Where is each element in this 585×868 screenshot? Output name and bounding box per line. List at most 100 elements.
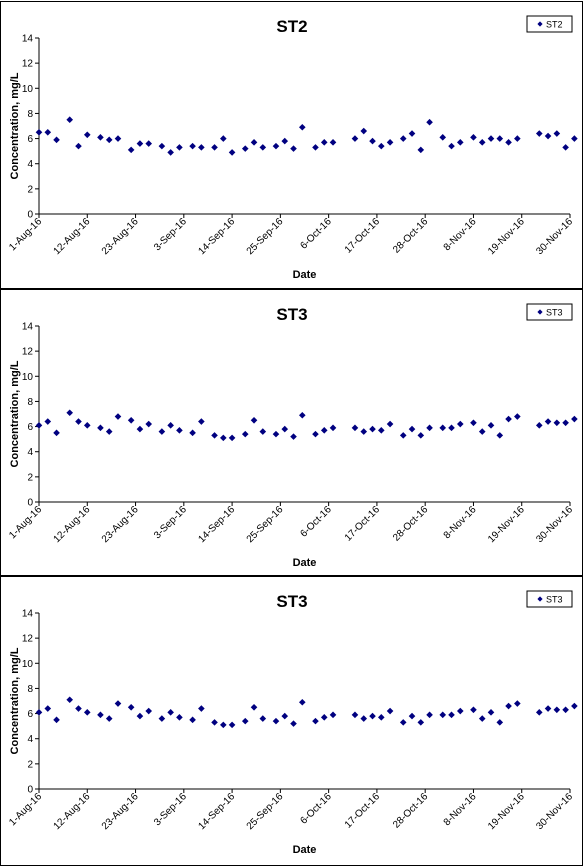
x-tick-label: 23-Aug-16 xyxy=(100,216,141,257)
legend-box xyxy=(526,15,573,33)
data-point xyxy=(487,135,495,142)
data-point xyxy=(487,709,495,716)
data-point xyxy=(351,711,359,719)
x-tick-label: 8-Nov-16 xyxy=(442,216,479,253)
y-tick-label: 0 xyxy=(27,210,33,221)
y-tick-label: 4 xyxy=(27,447,33,458)
y-tick-label: 12 xyxy=(22,347,34,358)
x-tick-label: 25-Sep-16 xyxy=(245,791,286,832)
y-tick-label: 8 xyxy=(27,684,33,695)
data-point xyxy=(220,434,227,442)
chart-title: ST3 xyxy=(276,305,307,324)
x-tick-label: 8-Nov-16 xyxy=(442,791,479,828)
data-point xyxy=(211,144,218,151)
y-tick-label: 8 xyxy=(27,397,33,408)
x-tick-label: 28-Oct-16 xyxy=(391,504,431,544)
data-point xyxy=(312,144,319,151)
data-point xyxy=(272,430,280,438)
legend: ST3 xyxy=(526,590,573,608)
data-point xyxy=(299,411,306,419)
data-point xyxy=(562,144,569,151)
y-tick-label: 2 xyxy=(27,184,33,195)
x-tick-label: 3-Sep-16 xyxy=(152,216,189,253)
x-tick-label: 14-Sep-16 xyxy=(196,504,237,545)
legend-marker xyxy=(537,21,543,27)
data-point xyxy=(158,715,166,722)
data-point xyxy=(105,715,113,722)
legend-marker xyxy=(537,309,543,315)
data-point xyxy=(290,433,297,440)
data-point xyxy=(35,422,43,429)
data-point xyxy=(281,425,289,433)
y-tick-label: 2 xyxy=(27,472,33,483)
data-point xyxy=(386,707,394,715)
chart-panel-3: ST3 Concentration, mg/L Date 0 2 4 6 8 10 12 14 1-A… xyxy=(0,576,583,866)
data-point xyxy=(562,706,569,714)
x-axis-label: Date xyxy=(293,557,317,569)
data-point xyxy=(127,703,135,711)
data-point xyxy=(571,415,578,423)
x-tick-label: 19-Nov-16 xyxy=(486,791,527,832)
data-point xyxy=(496,719,504,726)
data-point xyxy=(75,418,82,425)
x-tick-label: 25-Sep-16 xyxy=(245,216,286,257)
data-point xyxy=(470,134,477,141)
data-point xyxy=(514,413,521,420)
data-point xyxy=(198,705,205,712)
data-point xyxy=(514,700,521,707)
data-point xyxy=(176,144,183,151)
data-point xyxy=(97,134,104,141)
data-point xyxy=(470,419,477,427)
data-point xyxy=(439,711,447,719)
y-tick-label: 10 xyxy=(22,84,34,95)
data-point xyxy=(448,424,455,432)
data-point xyxy=(198,418,205,425)
data-point xyxy=(167,422,174,429)
data-point xyxy=(105,136,113,144)
data-point xyxy=(97,424,104,432)
data-point xyxy=(487,422,495,429)
data-point xyxy=(426,118,433,126)
data-point xyxy=(470,706,477,714)
data-point xyxy=(369,137,376,145)
y-axis-label: Concentration, mg/L xyxy=(9,72,21,179)
x-tick-label: 30-Nov-16 xyxy=(534,504,575,545)
y-tick-label: 12 xyxy=(22,59,34,70)
x-tick-label: 17-Oct-16 xyxy=(343,216,383,256)
data-point xyxy=(66,409,74,417)
legend-box xyxy=(526,590,573,608)
chart-panel-1: ST2 Concentration, mg/L Date 0 2 4 6 8 10 12 14 1-A… xyxy=(0,1,583,289)
chart-3: ST3 Concentration, mg/L Date 0 2 4 6 8 10 12 14 1-A… xyxy=(7,590,578,856)
data-point xyxy=(228,149,236,156)
data-point xyxy=(399,432,407,439)
x-tick-label: 6-Oct-16 xyxy=(298,791,334,827)
data-point xyxy=(514,135,521,142)
data-point xyxy=(145,140,153,147)
data-point xyxy=(329,711,337,719)
data-point xyxy=(505,139,512,146)
data-point xyxy=(83,422,91,429)
data-point xyxy=(35,709,43,716)
data-point xyxy=(448,711,455,719)
data-point xyxy=(299,123,306,131)
legend-marker xyxy=(537,596,543,602)
y-tick-label: 14 xyxy=(22,609,34,620)
y-tick-label: 6 xyxy=(27,709,33,720)
data-point xyxy=(241,430,249,438)
data-point xyxy=(220,135,227,142)
x-tick-label: 12-Aug-16 xyxy=(52,216,93,257)
data-point xyxy=(478,715,486,722)
data-point xyxy=(281,712,289,720)
data-point xyxy=(176,714,183,721)
data-point xyxy=(377,427,385,434)
y-tick-label: 0 xyxy=(27,498,33,509)
data-point xyxy=(228,434,236,442)
data-point xyxy=(136,140,144,147)
chart-title: ST3 xyxy=(276,592,307,611)
data-point xyxy=(97,711,104,719)
data-point xyxy=(351,135,359,142)
data-point xyxy=(136,425,144,433)
chart-1: ST2 Concentration, mg/L Date 0 2 4 6 8 10 12 14 1-A… xyxy=(7,15,578,281)
y-tick-label: 10 xyxy=(22,659,34,670)
data-point xyxy=(417,146,425,154)
